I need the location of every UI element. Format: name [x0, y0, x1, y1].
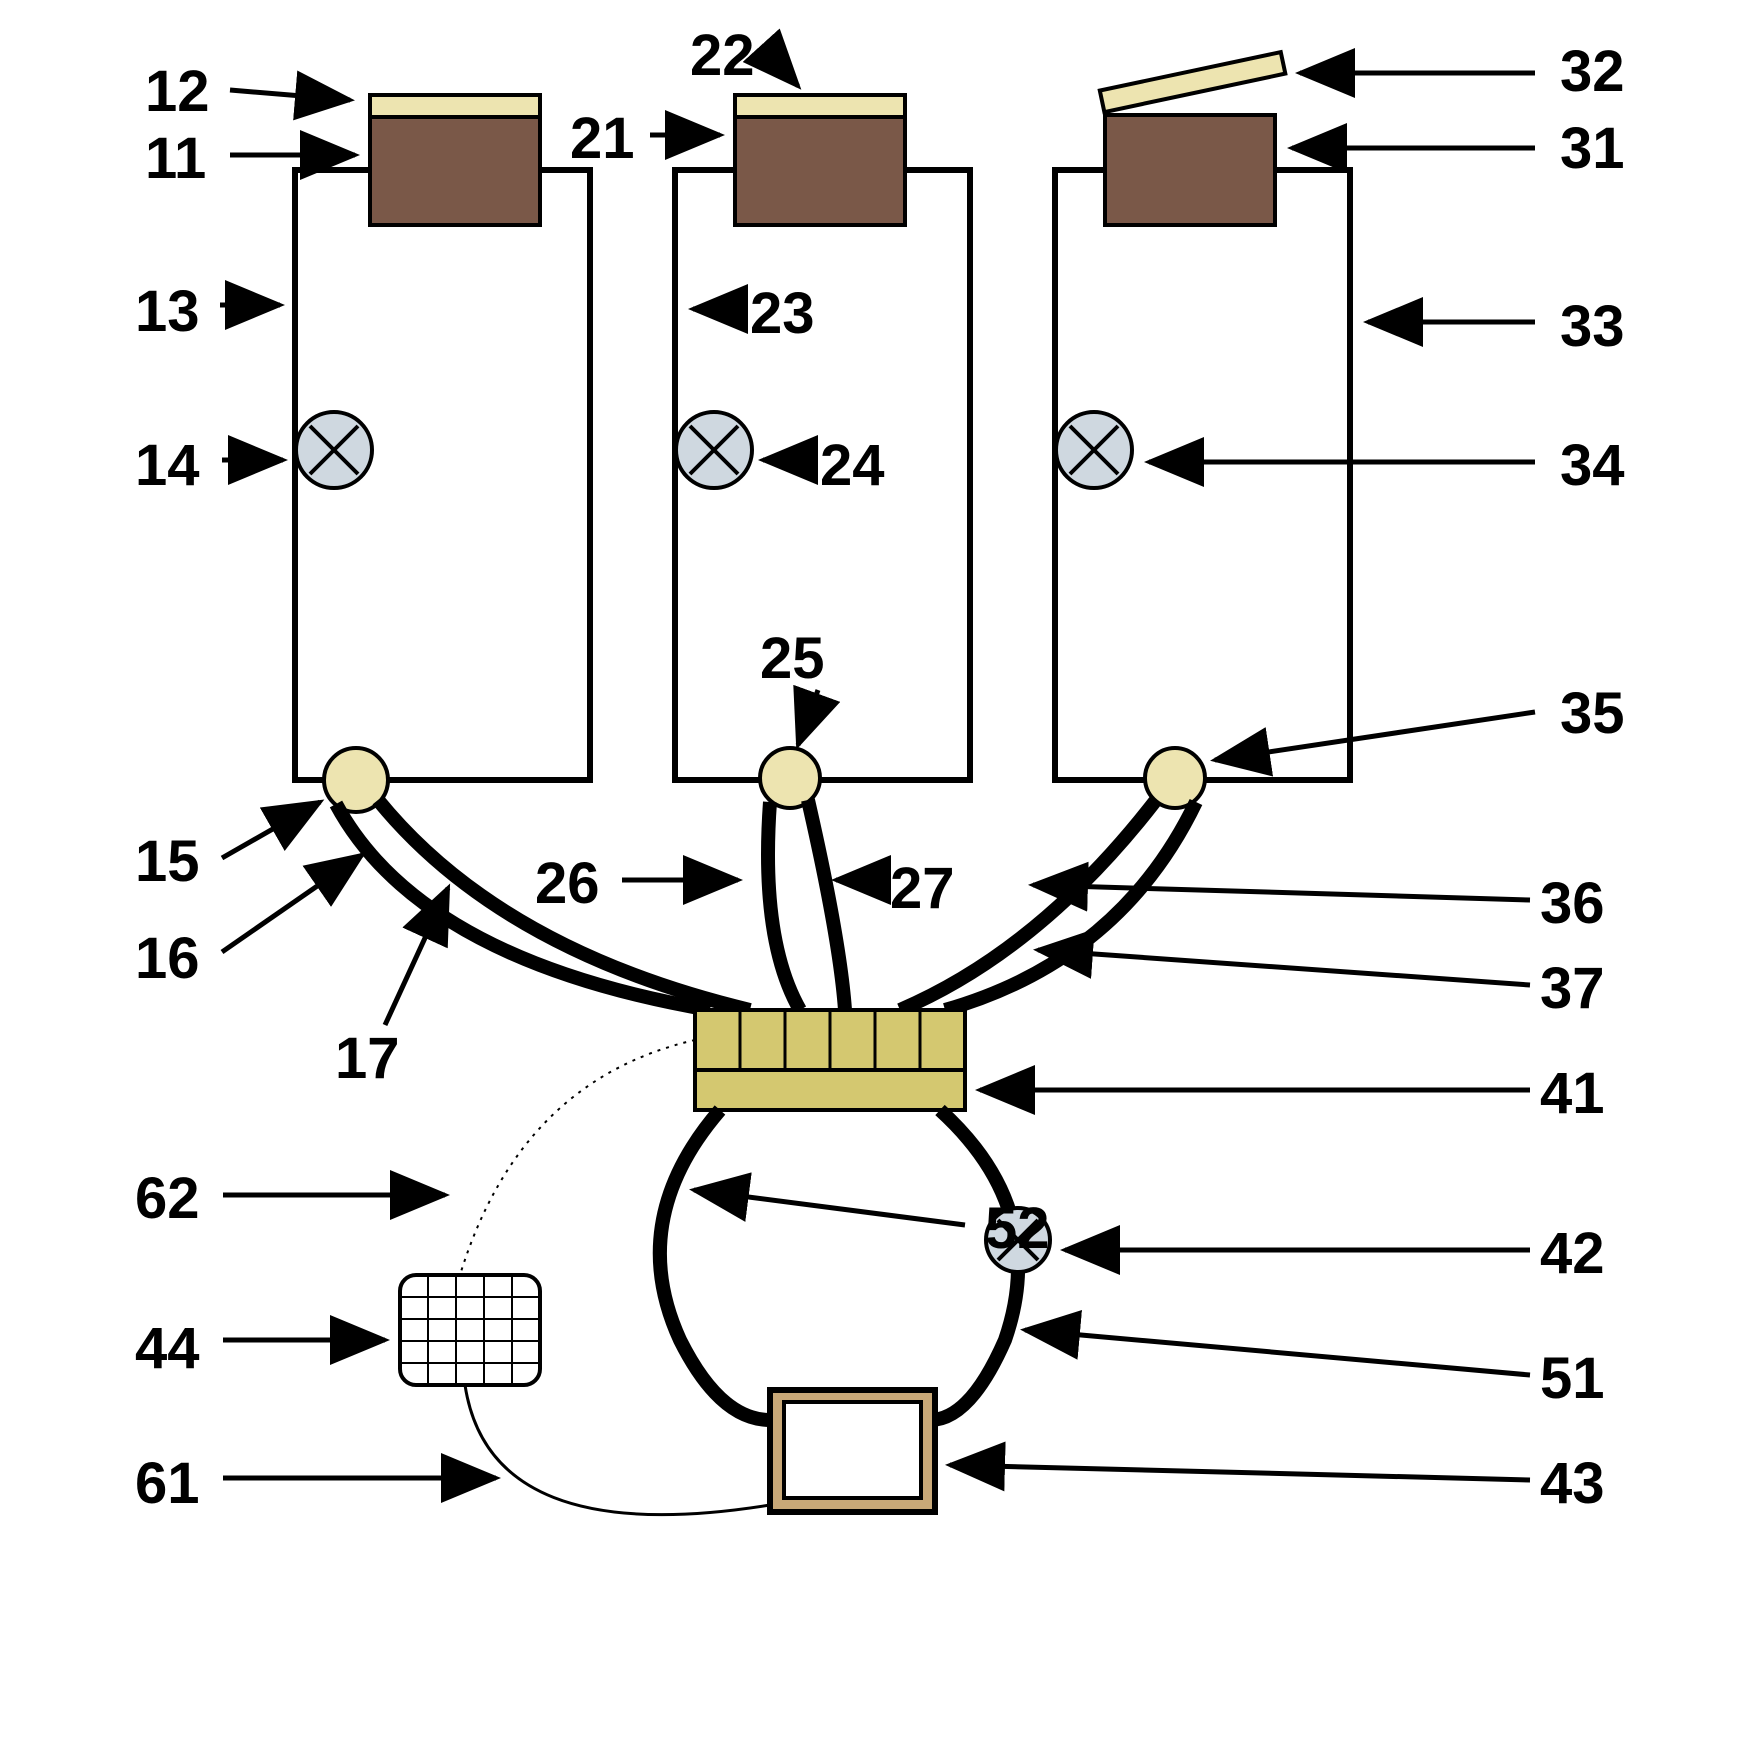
label-24: 24 — [820, 432, 885, 499]
pipe-52 — [660, 1110, 770, 1420]
box-11 — [370, 115, 540, 225]
valve-24 — [676, 412, 752, 488]
valve-34 — [1056, 412, 1132, 488]
label-27: 27 — [890, 855, 955, 922]
arrow-52 — [694, 1190, 965, 1225]
block-43 — [770, 1390, 935, 1512]
label-25: 25 — [760, 625, 825, 692]
label-52: 52 — [985, 1195, 1050, 1262]
arrow-43 — [950, 1465, 1530, 1480]
label-41: 41 — [1540, 1060, 1605, 1127]
label-16: 16 — [135, 925, 200, 992]
arrow-37 — [1038, 950, 1530, 985]
label-51: 51 — [1540, 1345, 1605, 1412]
label-21: 21 — [570, 105, 635, 172]
arrow-35 — [1215, 712, 1535, 760]
label-14: 14 — [135, 432, 200, 499]
label-34: 34 — [1560, 432, 1625, 499]
arrow-16 — [222, 855, 362, 952]
label-22: 22 — [690, 22, 755, 89]
cap-32 — [1100, 52, 1286, 112]
box-21 — [735, 115, 905, 225]
arrow-15 — [222, 802, 320, 858]
label-36: 36 — [1540, 870, 1605, 937]
label-15: 15 — [135, 828, 200, 895]
label-26: 26 — [535, 850, 600, 917]
label-23: 23 — [750, 280, 815, 347]
valve-14 — [296, 412, 372, 488]
pipe-26 — [768, 802, 800, 1010]
label-43: 43 — [1540, 1450, 1605, 1517]
label-13: 13 — [135, 278, 200, 345]
label-61: 61 — [135, 1450, 200, 1517]
label-37: 37 — [1540, 955, 1605, 1022]
arrow-36 — [1033, 885, 1530, 900]
manifold-41 — [695, 1010, 965, 1110]
pipe-27 — [808, 800, 845, 1010]
arrow-25 — [798, 690, 818, 745]
label-31: 31 — [1560, 115, 1625, 182]
label-11: 11 — [145, 125, 206, 192]
arrow-22 — [770, 55, 798, 86]
arrow-12 — [230, 90, 350, 100]
label-35: 35 — [1560, 680, 1625, 747]
junction-25 — [760, 748, 820, 808]
label-62: 62 — [135, 1165, 200, 1232]
cap-12 — [370, 95, 540, 117]
label-42: 42 — [1540, 1220, 1605, 1287]
label-32: 32 — [1560, 38, 1625, 105]
label-44: 44 — [135, 1315, 200, 1382]
block-44 — [400, 1275, 540, 1385]
arrow-17 — [385, 888, 448, 1025]
label-17: 17 — [335, 1025, 400, 1092]
label-12: 12 — [145, 58, 210, 125]
cap-22 — [735, 95, 905, 117]
pipe-37 — [945, 802, 1196, 1010]
arrow-51 — [1025, 1330, 1530, 1375]
label-33: 33 — [1560, 293, 1625, 360]
box-31 — [1105, 115, 1275, 225]
